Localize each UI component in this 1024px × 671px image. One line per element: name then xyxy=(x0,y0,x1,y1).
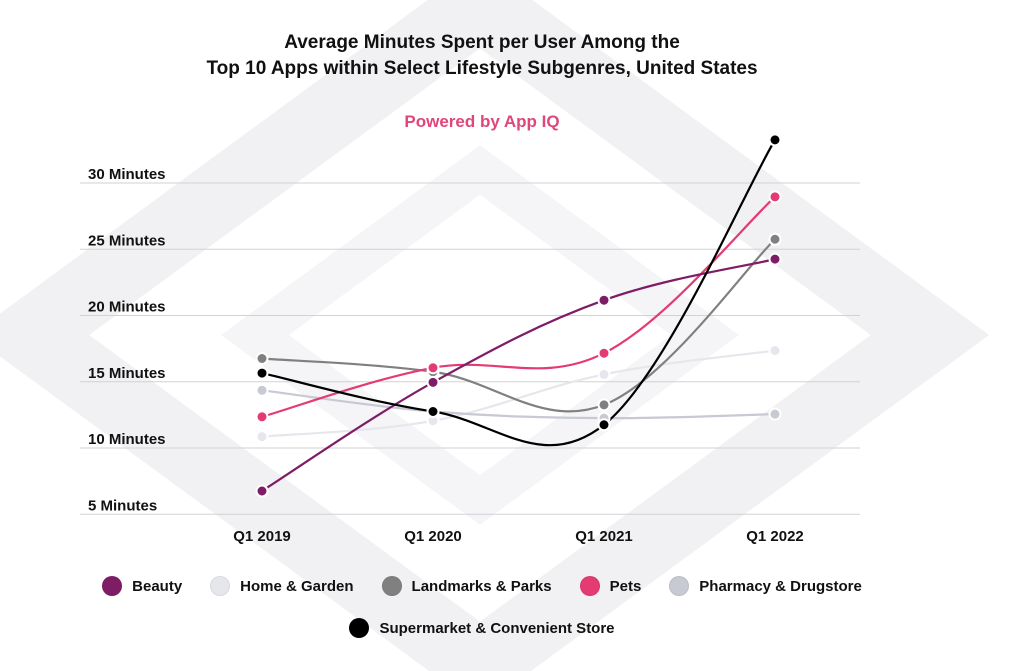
data-point-supermarket-convenient-store xyxy=(255,366,269,380)
data-point-beauty xyxy=(597,293,611,307)
chart-subtitle: Powered by App IQ xyxy=(404,112,560,131)
y-tick-label: 30 Minutes xyxy=(88,166,166,183)
series-line-pharmacy-drugstore xyxy=(261,389,776,420)
data-point-landmarks-parks xyxy=(597,398,611,412)
data-point-supermarket-convenient-store xyxy=(597,418,611,432)
x-tick-labels: Q1 2019 Q1 2020 Q1 2021 Q1 2022 xyxy=(233,528,804,545)
y-tick-label: 20 Minutes xyxy=(88,299,166,316)
line-chart: 5 Minutes 10 Minutes 15 Minutes 20 Minutes 2… xyxy=(80,133,860,545)
legend-item: Supermarket & Convenient Store xyxy=(349,618,615,638)
legend-row-2: Supermarket & Convenient Store xyxy=(0,618,964,638)
legend-item: Home & Garden xyxy=(210,576,354,596)
series-lines xyxy=(261,139,776,492)
x-tick-label: Q1 2019 xyxy=(233,528,291,545)
legend-swatch xyxy=(210,576,231,596)
data-point-pets xyxy=(426,361,440,375)
data-point-beauty xyxy=(255,484,269,498)
legend-item: Pharmacy & Drugstore xyxy=(669,576,862,596)
x-tick-label: Q1 2022 xyxy=(746,528,804,545)
y-tick-label: 10 Minutes xyxy=(88,431,166,448)
gridlines xyxy=(80,182,860,515)
series-line-pets xyxy=(261,196,776,418)
data-point-home-garden xyxy=(768,344,782,358)
legend-label: Home & Garden xyxy=(240,577,354,595)
legend-label: Pharmacy & Drugstore xyxy=(699,577,862,595)
legend-swatch xyxy=(579,576,600,596)
legend-item: Beauty xyxy=(102,576,182,596)
data-point-home-garden xyxy=(597,367,611,381)
data-point-supermarket-convenient-store xyxy=(426,405,440,418)
legend-swatch xyxy=(102,576,123,596)
chart-title-line2: Top 10 Apps within Select Lifestyle Subg… xyxy=(206,58,758,79)
series-line-home-garden xyxy=(261,349,776,438)
series-line-beauty xyxy=(261,258,776,492)
data-point-landmarks-parks xyxy=(768,232,782,246)
legend-label: Landmarks & Parks xyxy=(411,577,552,595)
legend-row-1: Beauty Home & Garden Landmarks & Parks Pets… xyxy=(0,576,964,596)
data-point-home-garden xyxy=(255,430,269,444)
legend-label: Supermarket & Convenient Store xyxy=(379,619,615,637)
legend-item: Pets xyxy=(579,576,642,596)
data-point-beauty xyxy=(426,375,440,389)
x-tick-label: Q1 2021 xyxy=(575,528,633,545)
legend-label: Pets xyxy=(609,577,642,595)
chart-title-line1: Average Minutes Spent per User Among the xyxy=(284,32,680,53)
y-tick-label: 5 Minutes xyxy=(88,497,157,514)
legend-swatch xyxy=(381,576,402,596)
y-tick-labels: 5 Minutes 10 Minutes 15 Minutes 20 Minutes 2… xyxy=(88,166,166,514)
data-point-pharmacy-drugstore xyxy=(768,407,782,421)
data-point-beauty xyxy=(768,252,782,266)
data-point-pets xyxy=(768,190,782,204)
y-tick-label: 25 Minutes xyxy=(88,232,166,249)
x-tick-label: Q1 2020 xyxy=(404,528,462,545)
y-tick-label: 15 Minutes xyxy=(88,365,166,382)
series-points xyxy=(255,133,782,498)
series-line-landmarks-parks xyxy=(261,238,776,413)
data-point-landmarks-parks xyxy=(255,352,269,365)
data-point-supermarket-convenient-store xyxy=(768,133,782,147)
legend-swatch xyxy=(349,618,370,638)
legend-swatch xyxy=(669,576,690,596)
legend-label: Beauty xyxy=(132,577,183,595)
data-point-pets xyxy=(597,346,611,360)
data-point-pharmacy-drugstore xyxy=(255,383,269,397)
legend-item: Landmarks & Parks xyxy=(381,576,552,596)
data-point-pets xyxy=(255,410,269,424)
series-line-supermarket-convenient-store xyxy=(261,139,776,447)
